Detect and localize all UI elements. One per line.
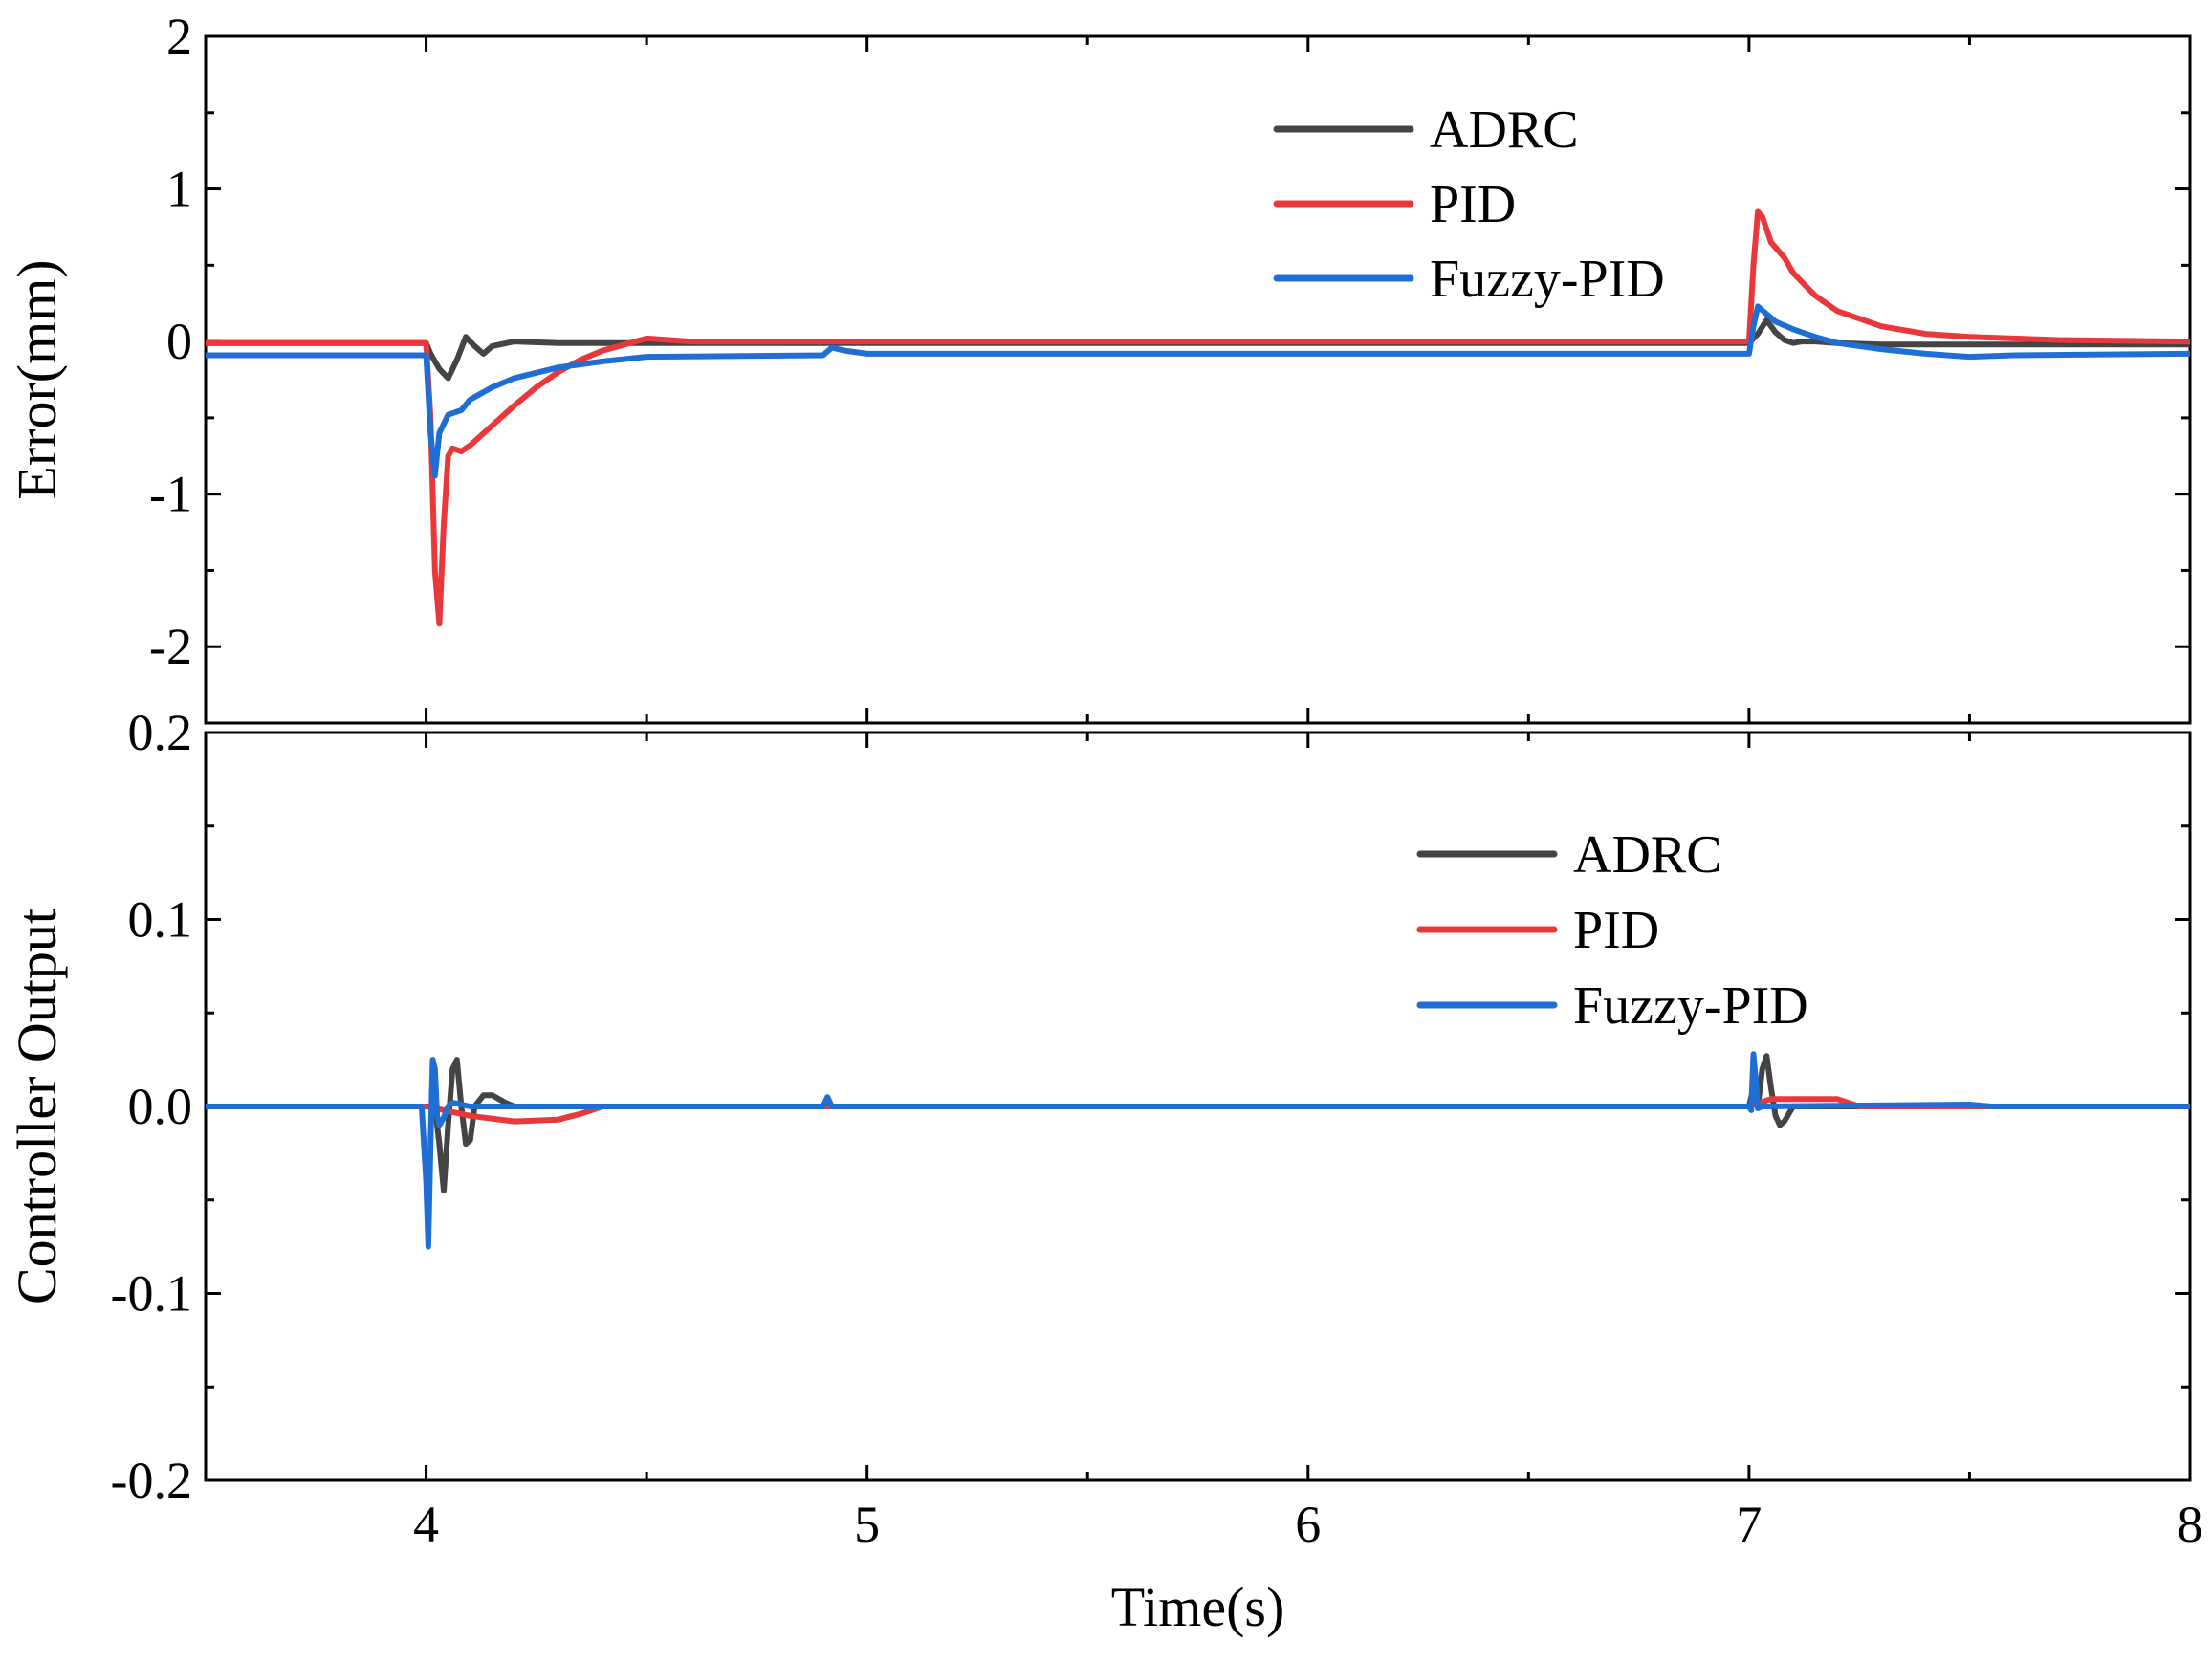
y-tick-label: 0.0 bbox=[128, 1078, 193, 1135]
y-tick-label: -2 bbox=[149, 618, 192, 675]
y-tick-label: 0.2 bbox=[128, 704, 193, 761]
y-tick-label: -1 bbox=[149, 466, 192, 523]
x-tick-label: 4 bbox=[413, 1496, 439, 1553]
series-line-pid bbox=[206, 208, 2190, 627]
panel-top: -2 -1 0 1 2 Error(mm) ADRC PID Fuzzy-PID bbox=[6, 8, 2192, 725]
y-axis-title: Error(mm) bbox=[6, 259, 68, 499]
x-tick-label: 6 bbox=[1295, 1496, 1321, 1553]
series-line-pid bbox=[206, 1096, 2190, 1125]
legend-label-fuzzy-pid: Fuzzy-PID bbox=[1573, 976, 1808, 1036]
legend-label-adrc: ADRC bbox=[1573, 825, 1722, 885]
legend: ADRC PID Fuzzy-PID bbox=[1416, 825, 1808, 1036]
y-tick-label: 0 bbox=[166, 313, 192, 370]
legend-label-fuzzy-pid: Fuzzy-PID bbox=[1430, 250, 1665, 309]
x-axis-title: Time(s) bbox=[1111, 1576, 1285, 1638]
plot-frame bbox=[204, 34, 2192, 725]
y-tick-label: -0.2 bbox=[111, 1452, 192, 1509]
y-tick-label: 1 bbox=[166, 161, 192, 218]
legend-label-pid: PID bbox=[1573, 901, 1659, 960]
series-line-adrc bbox=[206, 1053, 2190, 1193]
y-tick-label: 2 bbox=[166, 8, 192, 65]
x-tick-label: 7 bbox=[1736, 1496, 1762, 1553]
y-axis-title: Controller Output bbox=[6, 909, 68, 1304]
panel-bottom: -0.2 -0.1 0.0 0.1 0.2 4 5 6 7 8 Controller Output T… bbox=[6, 704, 2203, 1638]
y-tick-label: -0.1 bbox=[111, 1265, 192, 1323]
series-line-fuzzy-pid bbox=[206, 303, 2190, 479]
legend: ADRC PID Fuzzy-PID bbox=[1273, 100, 1665, 309]
x-tick-label: 8 bbox=[2178, 1496, 2203, 1553]
x-tick-label: 5 bbox=[854, 1496, 880, 1553]
y-tick-label: 0.1 bbox=[128, 891, 193, 949]
legend-label-pid: PID bbox=[1430, 175, 1516, 234]
legend-label-adrc: ADRC bbox=[1430, 100, 1579, 160]
series-line-fuzzy-pid bbox=[206, 1051, 2190, 1250]
